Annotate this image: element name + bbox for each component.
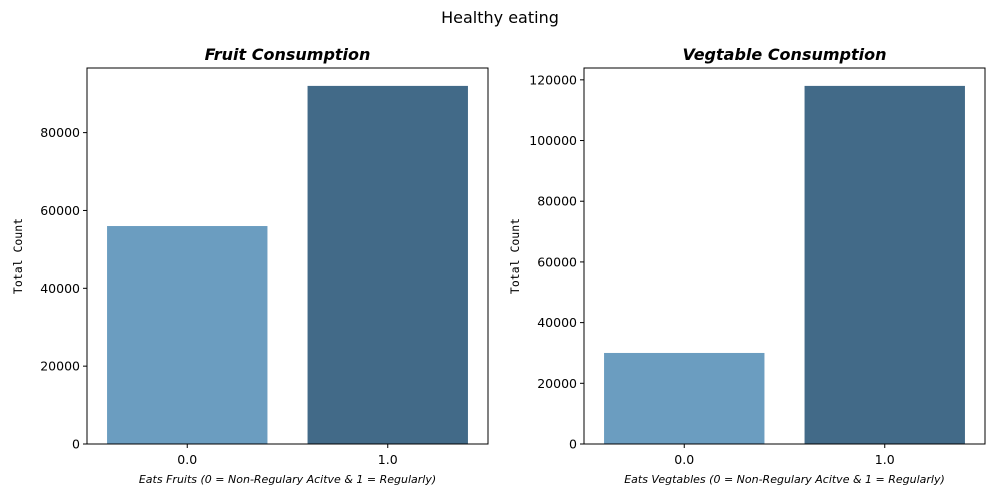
vegtable-consumption-chart: 0 20000 40000 60000 80000 100000 120000 0.0 1.0 V… <box>508 45 986 486</box>
fruit-bar-1 <box>307 85 468 445</box>
vegtable-x-axis-label: Eats Vegtables (0 = Non-Regulary Acitve … <box>624 473 945 486</box>
vegtable-xtick-label-0: 0.0 <box>674 452 694 467</box>
fruit-ytick-label-1: 20000 <box>40 359 80 374</box>
vegtable-bar-0 <box>604 352 765 444</box>
vegtable-xtick-label-1: 1.0 <box>875 452 895 467</box>
vegtable-chart-title: Vegtable Consumption <box>682 45 886 64</box>
vegtable-ytick-label-4: 80000 <box>537 194 577 209</box>
fruit-consumption-chart: 0 20000 40000 60000 80000 0.0 1.0 Fruit Consump… <box>11 45 489 486</box>
vegtable-ytick-label-6: 120000 <box>529 72 577 87</box>
vegtable-ytick-label-5: 100000 <box>529 133 577 148</box>
vegtable-ytick-label-1: 20000 <box>537 376 577 391</box>
fruit-xtick-label-0: 0.0 <box>177 452 197 467</box>
fruit-chart-title: Fruit Consumption <box>205 45 371 64</box>
fruit-y-axis-label: Total Count <box>11 218 25 294</box>
fruit-xtick-label-1: 1.0 <box>378 452 398 467</box>
vegtable-axes-frame <box>583 67 986 445</box>
fruit-axes-frame <box>86 67 489 445</box>
fruit-bar-0 <box>107 226 268 444</box>
vegtable-y-axis-label: Total Count <box>508 218 522 294</box>
fruit-ytick-label-2: 40000 <box>40 281 80 296</box>
vegtable-ytick-label-0: 0 <box>569 437 577 452</box>
fruit-ytick-label-0: 0 <box>72 437 80 452</box>
fruit-x-axis-label: Eats Fruits (0 = Non-Regulary Acitve & 1… <box>139 473 436 486</box>
fruit-ytick-label-3: 60000 <box>40 203 80 218</box>
vegtable-bar-1 <box>804 85 965 445</box>
vegtable-ytick-label-3: 60000 <box>537 254 577 269</box>
figure-title: Healthy eating <box>441 8 559 27</box>
vegtable-ytick-label-2: 40000 <box>537 315 577 330</box>
fruit-ytick-label-4: 80000 <box>40 125 80 140</box>
